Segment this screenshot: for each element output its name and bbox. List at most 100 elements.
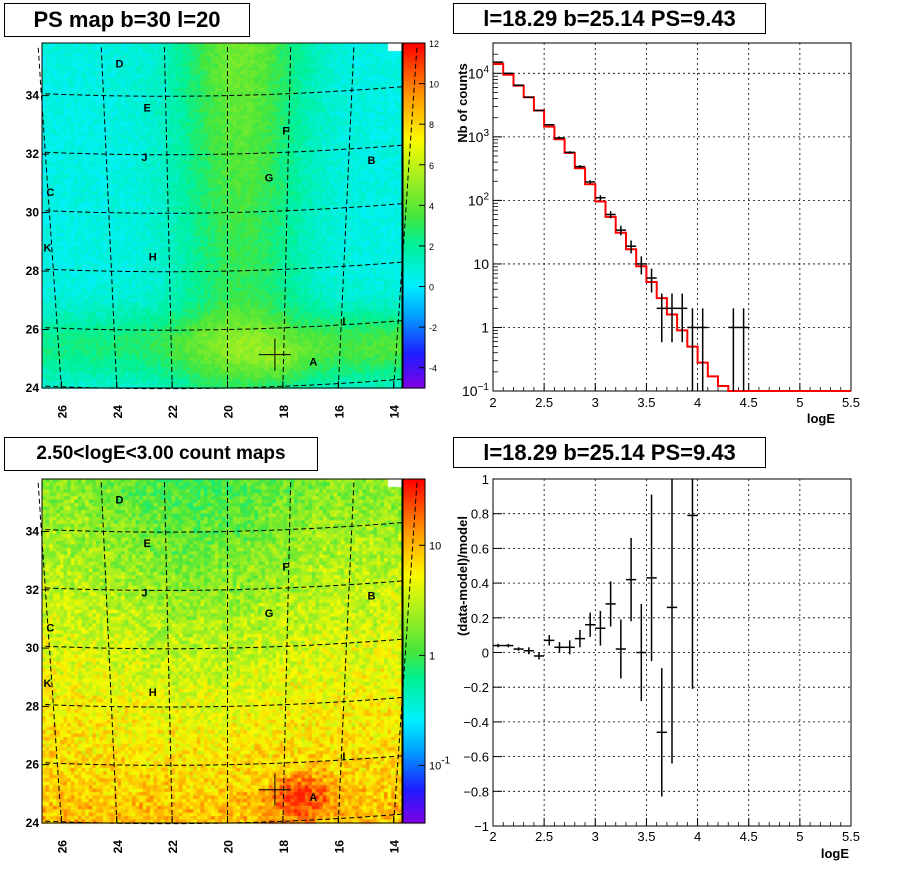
residual-x-tick-label: 5: [796, 829, 803, 844]
y-tick-label-ps: 32: [26, 147, 40, 161]
residual-y-tick-label: −0.2: [463, 680, 489, 695]
spectrum-x-tick-label: 4.5: [740, 395, 758, 410]
x-tick-label-cnt: 22: [166, 840, 180, 854]
source-label-a: A: [309, 357, 317, 369]
residual-y-tick-label: 0: [482, 646, 489, 661]
grid-lat-ps: [44, 261, 403, 273]
grid-lon-ps: [282, 45, 292, 389]
residual-x-tick-label: 4: [694, 829, 701, 844]
grid-lat-ps: [44, 86, 403, 97]
spectrum-y-label: Nb of counts: [455, 63, 470, 142]
residual-x-tick-label: 2: [489, 829, 496, 844]
residual-y-tick-label: −0.4: [463, 715, 489, 730]
source-label-k: K: [44, 678, 52, 690]
spectrum-frame: [492, 42, 852, 392]
residual-y-tick-label: 0.6: [471, 541, 489, 556]
source-label-g: G: [265, 608, 274, 620]
grid-lat-cnt: [44, 638, 403, 650]
y-tick-label-ps: 24: [26, 381, 40, 395]
colorbar-frame-cnt: [402, 478, 426, 824]
grid-lat-cnt: [44, 755, 403, 766]
grid-lat-ps: [44, 378, 403, 390]
x-tick-label-cnt: 24: [111, 840, 125, 854]
spectrum-x-tick-label: 5: [796, 395, 803, 410]
source-label-k: K: [44, 243, 52, 255]
grid-lon-cnt: [282, 481, 292, 824]
x-tick-label-ps: 18: [277, 405, 291, 419]
y-tick-label-cnt: 26: [26, 758, 40, 772]
residual-y-tick-label: 1: [482, 472, 489, 487]
source-label-e: E: [144, 102, 151, 114]
colorbar-tick-label-cnt: 1: [429, 650, 435, 662]
residual-y-tick-label: 0.2: [471, 611, 489, 626]
spectrum-y-tick-label: 10: [473, 256, 489, 272]
x-tick-label-cnt: 26: [55, 840, 69, 854]
source-label-g: G: [265, 172, 274, 184]
grid-lon-ps: [163, 45, 173, 389]
colorbar-tick-label-cnt: 10-1: [429, 755, 451, 772]
x-tick-label-ps: 26: [55, 405, 69, 419]
source-label-d: D: [116, 494, 124, 506]
colorbar-tick-label-ps: 2: [429, 242, 434, 252]
spectrum-y-tick-label: 1: [481, 319, 489, 335]
x-tick-label-cnt: 16: [332, 840, 346, 854]
grid-lon-ps: [337, 45, 355, 389]
residual-y-tick-label: −1: [474, 819, 489, 834]
colorbar-tick-label-ps: 6: [429, 161, 434, 171]
grid-lon-ps: [100, 45, 118, 389]
grid-lon-cnt: [337, 481, 355, 824]
colorbar-tick-label-ps: -4: [429, 364, 437, 374]
source-label-a: A: [309, 792, 317, 804]
residual-x-tick-label: 2.5: [535, 829, 553, 844]
x-tick-label-cnt: 18: [277, 840, 291, 854]
x-tick-label-cnt: 14: [388, 840, 402, 854]
colorbar-tick-label-cnt: 10: [429, 540, 441, 552]
colorbar-tick-label-ps: 12: [429, 39, 439, 49]
grid-lon-ps: [37, 45, 62, 389]
spectrum-x-label: logE: [807, 411, 835, 426]
spectrum-model-line: [493, 63, 851, 392]
residual-y-tick-label: −0.8: [463, 784, 489, 799]
y-tick-label-ps: 34: [26, 89, 40, 103]
grid-lat-cnt: [44, 813, 403, 825]
residual-x-tick-label: 3.5: [637, 829, 655, 844]
residual-x-tick-label: 3: [592, 829, 599, 844]
residual-x-label: logE: [821, 846, 849, 861]
x-tick-label-ps: 14: [388, 405, 402, 419]
title-residuals: l=18.29 b=25.14 PS=9.43: [453, 437, 766, 468]
source-label-h: H: [149, 251, 157, 263]
spectrum-x-tick-label: 5.5: [842, 395, 860, 410]
x-tick-label-ps: 20: [222, 405, 236, 419]
y-tick-label-cnt: 34: [26, 524, 40, 538]
source-label-c: C: [46, 187, 54, 199]
residual-y-tick-label: −0.6: [463, 750, 489, 765]
source-label-i: I: [342, 316, 345, 328]
colorbar-tick-label-ps: 0: [429, 283, 434, 293]
colorbar-frame-ps: [402, 42, 426, 389]
source-label-j: J: [141, 588, 147, 600]
grid-lat-ps: [44, 203, 403, 214]
grid-lon-cnt: [393, 481, 418, 824]
grid-lon-ps: [393, 45, 418, 389]
y-tick-label-cnt: 24: [26, 816, 40, 830]
source-label-b: B: [368, 155, 376, 167]
source-label-h: H: [149, 687, 157, 699]
grid-lat-cnt: [44, 697, 403, 708]
grid-lat-ps: [44, 144, 403, 156]
grid-lon-cnt: [163, 481, 173, 824]
title-ps-map: PS map b=30 l=20: [4, 3, 250, 37]
source-label-f: F: [282, 126, 289, 138]
source-label-j: J: [141, 152, 147, 164]
source-label-c: C: [46, 623, 54, 635]
spectrum-x-tick-label: 3.5: [637, 395, 655, 410]
source-label-i: I: [342, 751, 345, 763]
heatmap-frame-ps: [41, 42, 403, 389]
spectrum-x-tick-label: 4: [694, 395, 701, 410]
source-label-d: D: [116, 58, 124, 70]
spectrum-x-tick-label: 2.5: [535, 395, 553, 410]
spectrum-y-tick-label: 104: [468, 64, 490, 81]
y-tick-label-cnt: 28: [26, 699, 40, 713]
residual-x-tick-label: 5.5: [842, 829, 860, 844]
residual-x-tick-label: 4.5: [740, 829, 758, 844]
